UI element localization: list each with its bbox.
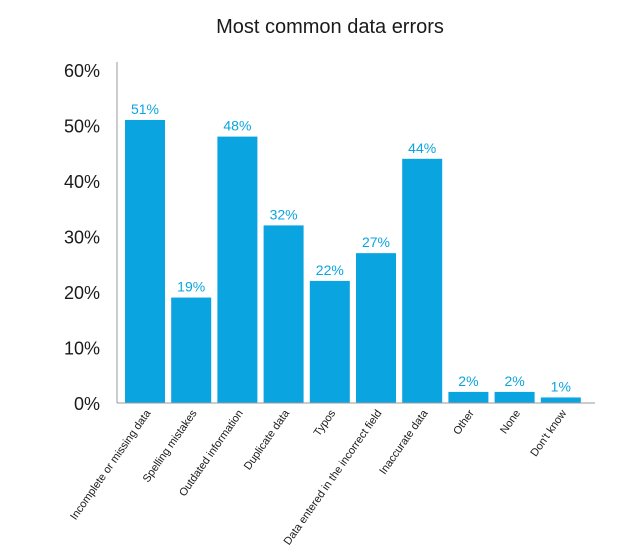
x-tick-label: Inaccurate data xyxy=(377,407,431,477)
bar xyxy=(171,297,212,403)
bar xyxy=(402,158,443,403)
bar xyxy=(217,136,258,403)
y-tick-label: 20% xyxy=(64,283,100,303)
data-label: 22% xyxy=(316,262,344,278)
bar xyxy=(448,391,489,403)
x-tick-label: None xyxy=(498,408,523,436)
data-label: 19% xyxy=(177,279,205,295)
data-label: 32% xyxy=(270,206,298,222)
x-tick-label: Data entered in the incorrect field xyxy=(282,408,385,548)
x-tick-label: Don't know xyxy=(528,408,569,459)
bar xyxy=(356,253,396,403)
data-label: 51% xyxy=(131,101,159,117)
y-tick-label: 50% xyxy=(64,117,100,137)
bar xyxy=(263,225,304,403)
y-tick-label: 60% xyxy=(64,61,100,81)
data-label: 48% xyxy=(223,118,251,134)
y-tick-label: 40% xyxy=(64,172,100,192)
x-tick-label: Incomplete or missing data xyxy=(68,407,154,522)
data-label: 2% xyxy=(458,373,478,389)
y-tick-label: 0% xyxy=(74,394,100,414)
y-tick-label: 30% xyxy=(64,228,100,248)
data-label: 1% xyxy=(551,378,571,394)
bar xyxy=(494,391,535,403)
x-tick-label: Typos xyxy=(312,407,339,438)
bar xyxy=(309,280,350,403)
chart-title: Most common data errors xyxy=(216,16,444,38)
x-tick-label: Other xyxy=(451,408,477,438)
x-tick-label: Duplicate data xyxy=(242,407,293,472)
plot-area: 0% 10% 20% 30% 40% 50% 60% 51% Incomplete or mis… xyxy=(64,61,595,547)
bar xyxy=(540,397,581,403)
y-tick-label: 10% xyxy=(64,339,100,359)
bar xyxy=(125,119,165,403)
data-label: 2% xyxy=(504,373,524,389)
data-label: 27% xyxy=(362,234,390,250)
data-label: 44% xyxy=(408,140,436,156)
